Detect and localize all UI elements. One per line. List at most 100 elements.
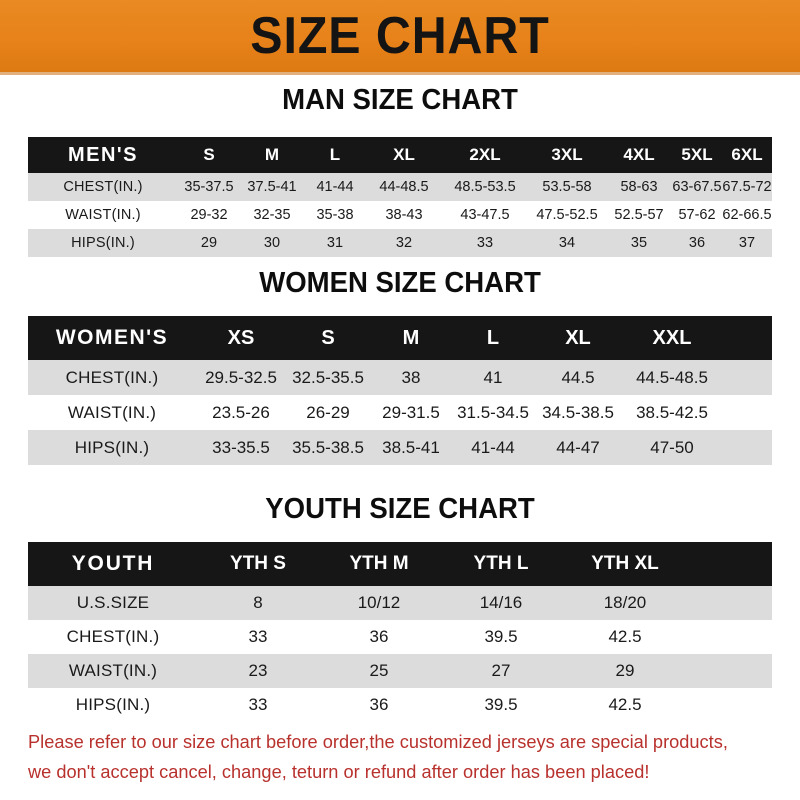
women-row-label-chest: CHEST(IN.) [65, 367, 159, 387]
women-col-header-xl: XL [565, 326, 591, 349]
table-cell: 35.5-38.5 [292, 437, 364, 457]
table-row: HIPS(IN.) 29 30 31 32 33 34 35 36 37 [28, 229, 772, 257]
women-col-header-m: M [402, 326, 420, 349]
table-cell: 44-47 [556, 437, 600, 457]
table-header-row: YOUTH YTH S YTH M YTH L YTH XL [28, 542, 772, 586]
men-col-header-2xl: 2XL [469, 145, 501, 164]
section-title-man: MAN SIZE CHART [282, 84, 518, 116]
women-col-header-pad [722, 316, 772, 360]
table-cell: 47-50 [650, 437, 694, 457]
table-cell-pad [688, 586, 772, 620]
section-title-women: WOMEN SIZE CHART [259, 267, 541, 299]
table-cell: 38.5-42.5 [636, 402, 708, 422]
table-cell: 42.5 [608, 695, 642, 714]
table-cell: 35 [630, 235, 648, 251]
men-col-header-3xl: 3XL [551, 145, 583, 164]
table-cell: 18/20 [603, 593, 647, 612]
youth-col-header-pad [688, 542, 772, 586]
table-row: CHEST(IN.) 33 36 39.5 42.5 [28, 620, 772, 654]
men-col-header-l: L [329, 145, 341, 164]
youth-row-label-chest: CHEST(IN.) [66, 627, 160, 646]
table-cell: 62-66.5 [722, 207, 772, 223]
youth-row-label-header: YOUTH [71, 552, 155, 575]
table-cell-pad [722, 395, 772, 430]
table-cell: 48.5-53.5 [454, 179, 516, 195]
men-row-label-hips: HIPS(IN.) [71, 235, 135, 251]
table-row: WAIST(IN.) 23 25 27 29 [28, 654, 772, 688]
youth-col-header-yth-m: YTH M [349, 553, 409, 574]
banner-bottom-edge [0, 72, 800, 75]
table-cell: 33 [248, 695, 268, 714]
table-cell: 67.5-72 [722, 179, 772, 195]
table-cell: 44.5-48.5 [636, 367, 708, 387]
table-row: CHEST(IN.) 35-37.5 37.5-41 41-44 44-48.5… [28, 173, 772, 201]
women-row-label-waist: WAIST(IN.) [67, 402, 157, 422]
page-banner: SIZE CHART [0, 0, 800, 72]
table-cell: 31 [326, 235, 344, 251]
table-cell: 63-67.5 [672, 179, 722, 195]
table-cell: 41-44 [471, 437, 515, 457]
table-cell-pad [688, 620, 772, 654]
table-cell-pad [688, 688, 772, 722]
women-table-body: CHEST(IN.) 29.5-32.5 32.5-35.5 38 41 44.… [28, 360, 772, 465]
table-cell: 29.5-32.5 [205, 367, 277, 387]
women-size-table: WOMEN'S XS S M L XL XXL CHEST(IN.) 29.5-… [28, 316, 772, 465]
men-row-label-header: MEN'S [67, 143, 139, 166]
women-table-header: WOMEN'S XS S M L XL XXL [28, 316, 772, 360]
page-title: SIZE CHART [250, 7, 550, 65]
table-cell: 14/16 [479, 593, 523, 612]
men-col-header-4xl: 4XL [623, 145, 655, 164]
table-cell: 41 [483, 367, 503, 387]
table-cell-pad [722, 360, 772, 395]
table-header-row: MEN'S S M L XL 2XL 3XL 4XL 5XL 6XL [28, 137, 772, 173]
table-cell: 25 [369, 661, 389, 680]
table-cell: 42.5 [608, 627, 642, 646]
table-cell: 53.5-58 [542, 179, 592, 195]
table-row: WAIST(IN.) 29-32 32-35 35-38 38-43 43-47… [28, 201, 772, 229]
men-col-header-s: S [203, 145, 215, 164]
table-cell: 44-48.5 [379, 179, 429, 195]
youth-table-body: U.S.SIZE 8 10/12 14/16 18/20 CHEST(IN.) … [28, 586, 772, 722]
table-cell: 23 [248, 661, 268, 680]
men-col-header-xl: XL [393, 145, 415, 164]
table-cell: 36 [369, 627, 389, 646]
table-cell: 8 [253, 593, 263, 612]
table-cell: 39.5 [484, 627, 518, 646]
table-cell: 57-62 [678, 207, 716, 223]
table-cell: 32 [395, 235, 413, 251]
women-col-header-l: L [486, 326, 500, 349]
table-cell: 29 [200, 235, 218, 251]
youth-table-header: YOUTH YTH S YTH M YTH L YTH XL [28, 542, 772, 586]
men-col-header-m: M [264, 145, 280, 164]
table-cell: 33 [476, 235, 494, 251]
table-cell: 38-43 [385, 207, 423, 223]
table-cell-pad [722, 430, 772, 465]
women-row-label-hips: HIPS(IN.) [74, 437, 150, 457]
table-cell: 30 [263, 235, 281, 251]
table-cell: 27 [491, 661, 511, 680]
table-cell: 44.5 [561, 367, 595, 387]
table-cell: 58-63 [620, 179, 658, 195]
table-cell: 33-35.5 [212, 437, 270, 457]
table-cell: 47.5-52.5 [536, 207, 598, 223]
men-row-label-waist: WAIST(IN.) [65, 207, 141, 223]
table-cell: 43-47.5 [460, 207, 510, 223]
women-col-header-xxl: XXL [652, 326, 692, 349]
table-cell: 37.5-41 [247, 179, 297, 195]
youth-col-header-yth-xl: YTH XL [591, 553, 659, 574]
table-cell: 38.5-41 [382, 437, 440, 457]
footer-note-line-1: Please refer to our size chart before or… [28, 731, 728, 752]
youth-row-label-waist: WAIST(IN.) [68, 661, 158, 680]
table-cell: 29 [615, 661, 635, 680]
table-cell: 34 [558, 235, 576, 251]
table-header-row: WOMEN'S XS S M L XL XXL [28, 316, 772, 360]
table-cell: 33 [248, 627, 268, 646]
table-cell: 29-31.5 [382, 402, 440, 422]
table-cell: 32-35 [253, 207, 291, 223]
table-cell: 37 [738, 235, 756, 251]
table-cell-pad [688, 654, 772, 688]
table-cell: 35-38 [316, 207, 354, 223]
section-title-youth: YOUTH SIZE CHART [265, 493, 535, 525]
table-cell: 36 [369, 695, 389, 714]
women-col-header-xs: XS [227, 326, 255, 349]
